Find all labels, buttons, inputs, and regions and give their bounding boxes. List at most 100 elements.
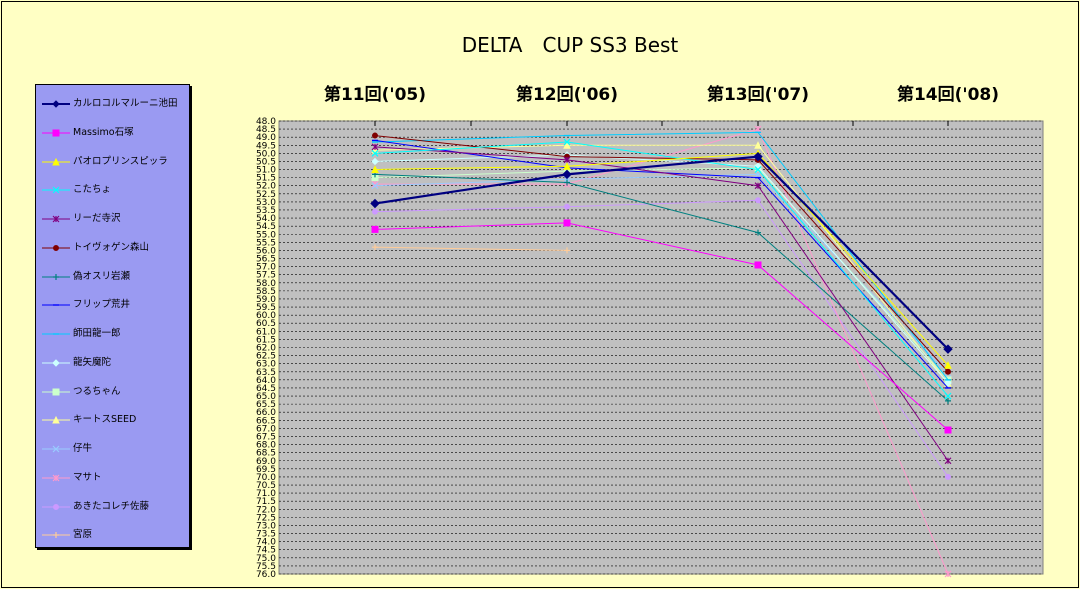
y-tick-label: 55.0 — [256, 230, 276, 240]
data-point — [370, 198, 380, 209]
y-tick-label: 48.5 — [256, 125, 276, 135]
legend-label: Massimo石塚 — [73, 126, 134, 138]
legend-item: 師田龍一郎 — [36, 327, 189, 341]
data-point — [371, 165, 379, 174]
y-tick-label: 68.5 — [256, 449, 276, 459]
legend-swatch-marker — [52, 416, 60, 424]
legend-swatch-marker — [52, 129, 60, 137]
legend-item: あきたコレチ佐藤 — [36, 500, 189, 514]
series-line — [374, 152, 949, 366]
y-tick-label: 70.0 — [256, 473, 276, 483]
y-tick-label: 66.0 — [256, 408, 276, 418]
series-line — [374, 135, 949, 373]
y-tick-label: 52.0 — [256, 182, 276, 192]
y-tick-label: 56.5 — [256, 255, 276, 265]
category-label: 第14回('08) — [897, 84, 999, 105]
y-tick-label: 71.0 — [256, 489, 276, 499]
y-tick-label: 58.0 — [256, 279, 276, 289]
data-point — [372, 208, 378, 215]
y-tick-label: 67.5 — [256, 432, 276, 442]
y-tick-label: 53.0 — [256, 198, 276, 208]
y-tick-label: 54.0 — [256, 214, 276, 224]
y-tick-label: 51.0 — [256, 166, 276, 176]
data-point — [563, 138, 571, 146]
legend-swatch — [42, 129, 70, 137]
data-point — [754, 261, 762, 269]
data-point — [564, 247, 570, 254]
legend-swatch-marker — [53, 244, 59, 251]
y-tick-label: 63.0 — [256, 360, 276, 370]
y-tick-label: 75.0 — [256, 554, 276, 564]
legend-swatch-marker — [53, 273, 59, 280]
legend-item: 偽オスリ岩瀬 — [36, 270, 189, 284]
y-tick-label: 68.0 — [256, 441, 276, 451]
y-tick-label: 73.0 — [256, 521, 276, 531]
legend-item: リーだ寺沢 — [36, 212, 189, 226]
series-1 — [370, 151, 953, 354]
series-line — [374, 199, 949, 478]
y-tick-label: 56.0 — [256, 246, 276, 256]
legend-item: つるちゃん — [36, 385, 189, 399]
data-point — [564, 203, 570, 210]
y-tick-label: 50.5 — [256, 157, 276, 167]
legend-swatch — [42, 474, 70, 482]
y-tick-label: 54.5 — [256, 222, 276, 232]
legend-item: 宮原 — [36, 528, 189, 542]
legend-item: フリップ荒井 — [36, 298, 189, 312]
y-tick-label: 55.5 — [256, 238, 276, 248]
series-2 — [371, 219, 952, 434]
data-point — [945, 368, 951, 375]
y-tick-label: 76.0 — [256, 570, 276, 580]
y-tick-label: 73.5 — [256, 530, 276, 540]
data-point — [563, 219, 571, 227]
y-tick-label: 53.5 — [256, 206, 276, 216]
y-tick-label: 72.0 — [256, 505, 276, 515]
y-tick-label: 69.0 — [256, 457, 276, 467]
legend-item: マサト — [36, 471, 189, 485]
y-tick-label: 72.5 — [256, 513, 276, 523]
category-label: 第11回('05) — [324, 84, 426, 105]
data-point — [563, 141, 571, 149]
y-tick-label: 70.5 — [256, 481, 276, 491]
legend-swatch-marker — [53, 503, 59, 510]
legend-swatch — [42, 100, 70, 108]
y-tick-label: 71.5 — [256, 497, 276, 507]
series-line — [374, 141, 949, 397]
series-line — [374, 222, 949, 431]
legend-label: 宮原 — [73, 529, 93, 541]
legend-swatch-marker — [52, 157, 60, 165]
legend-swatch — [42, 244, 70, 251]
data-point — [372, 244, 378, 251]
legend-swatch — [42, 273, 70, 280]
data-point — [563, 175, 571, 183]
data-point — [944, 361, 952, 369]
data-point — [754, 182, 762, 190]
data-point — [754, 125, 762, 133]
legend-item: Massimo石塚 — [36, 126, 189, 140]
series-5 — [371, 143, 952, 465]
legend-label: フリップ荒井 — [73, 299, 131, 311]
data-point — [754, 141, 762, 149]
series-line — [374, 131, 949, 381]
category-label: 第13回('07) — [707, 84, 809, 105]
legend-label: 仔牛 — [73, 443, 93, 454]
data-point — [944, 457, 952, 465]
y-tick-label: 61.5 — [256, 335, 276, 345]
legend-swatch — [42, 157, 70, 165]
chart-title: DELTA CUP SS3 Best — [462, 33, 679, 57]
legend-label: パオロプリンスピッラ — [73, 155, 168, 167]
data-point — [563, 162, 571, 170]
series-10 — [371, 151, 952, 387]
legend-swatch — [42, 416, 70, 424]
legend-swatch — [42, 532, 70, 539]
y-tick-label: 74.5 — [256, 546, 276, 556]
legend-swatch-marker — [53, 532, 59, 539]
legend-label: トイヴォゲン森山 — [73, 241, 150, 253]
series-15 — [372, 197, 951, 480]
legend-swatch — [42, 359, 70, 367]
data-point — [945, 473, 951, 480]
legend-swatch — [42, 503, 70, 510]
y-tick-label: 50.0 — [256, 149, 276, 159]
y-tick-label: 64.0 — [256, 376, 276, 386]
data-point — [564, 179, 570, 186]
